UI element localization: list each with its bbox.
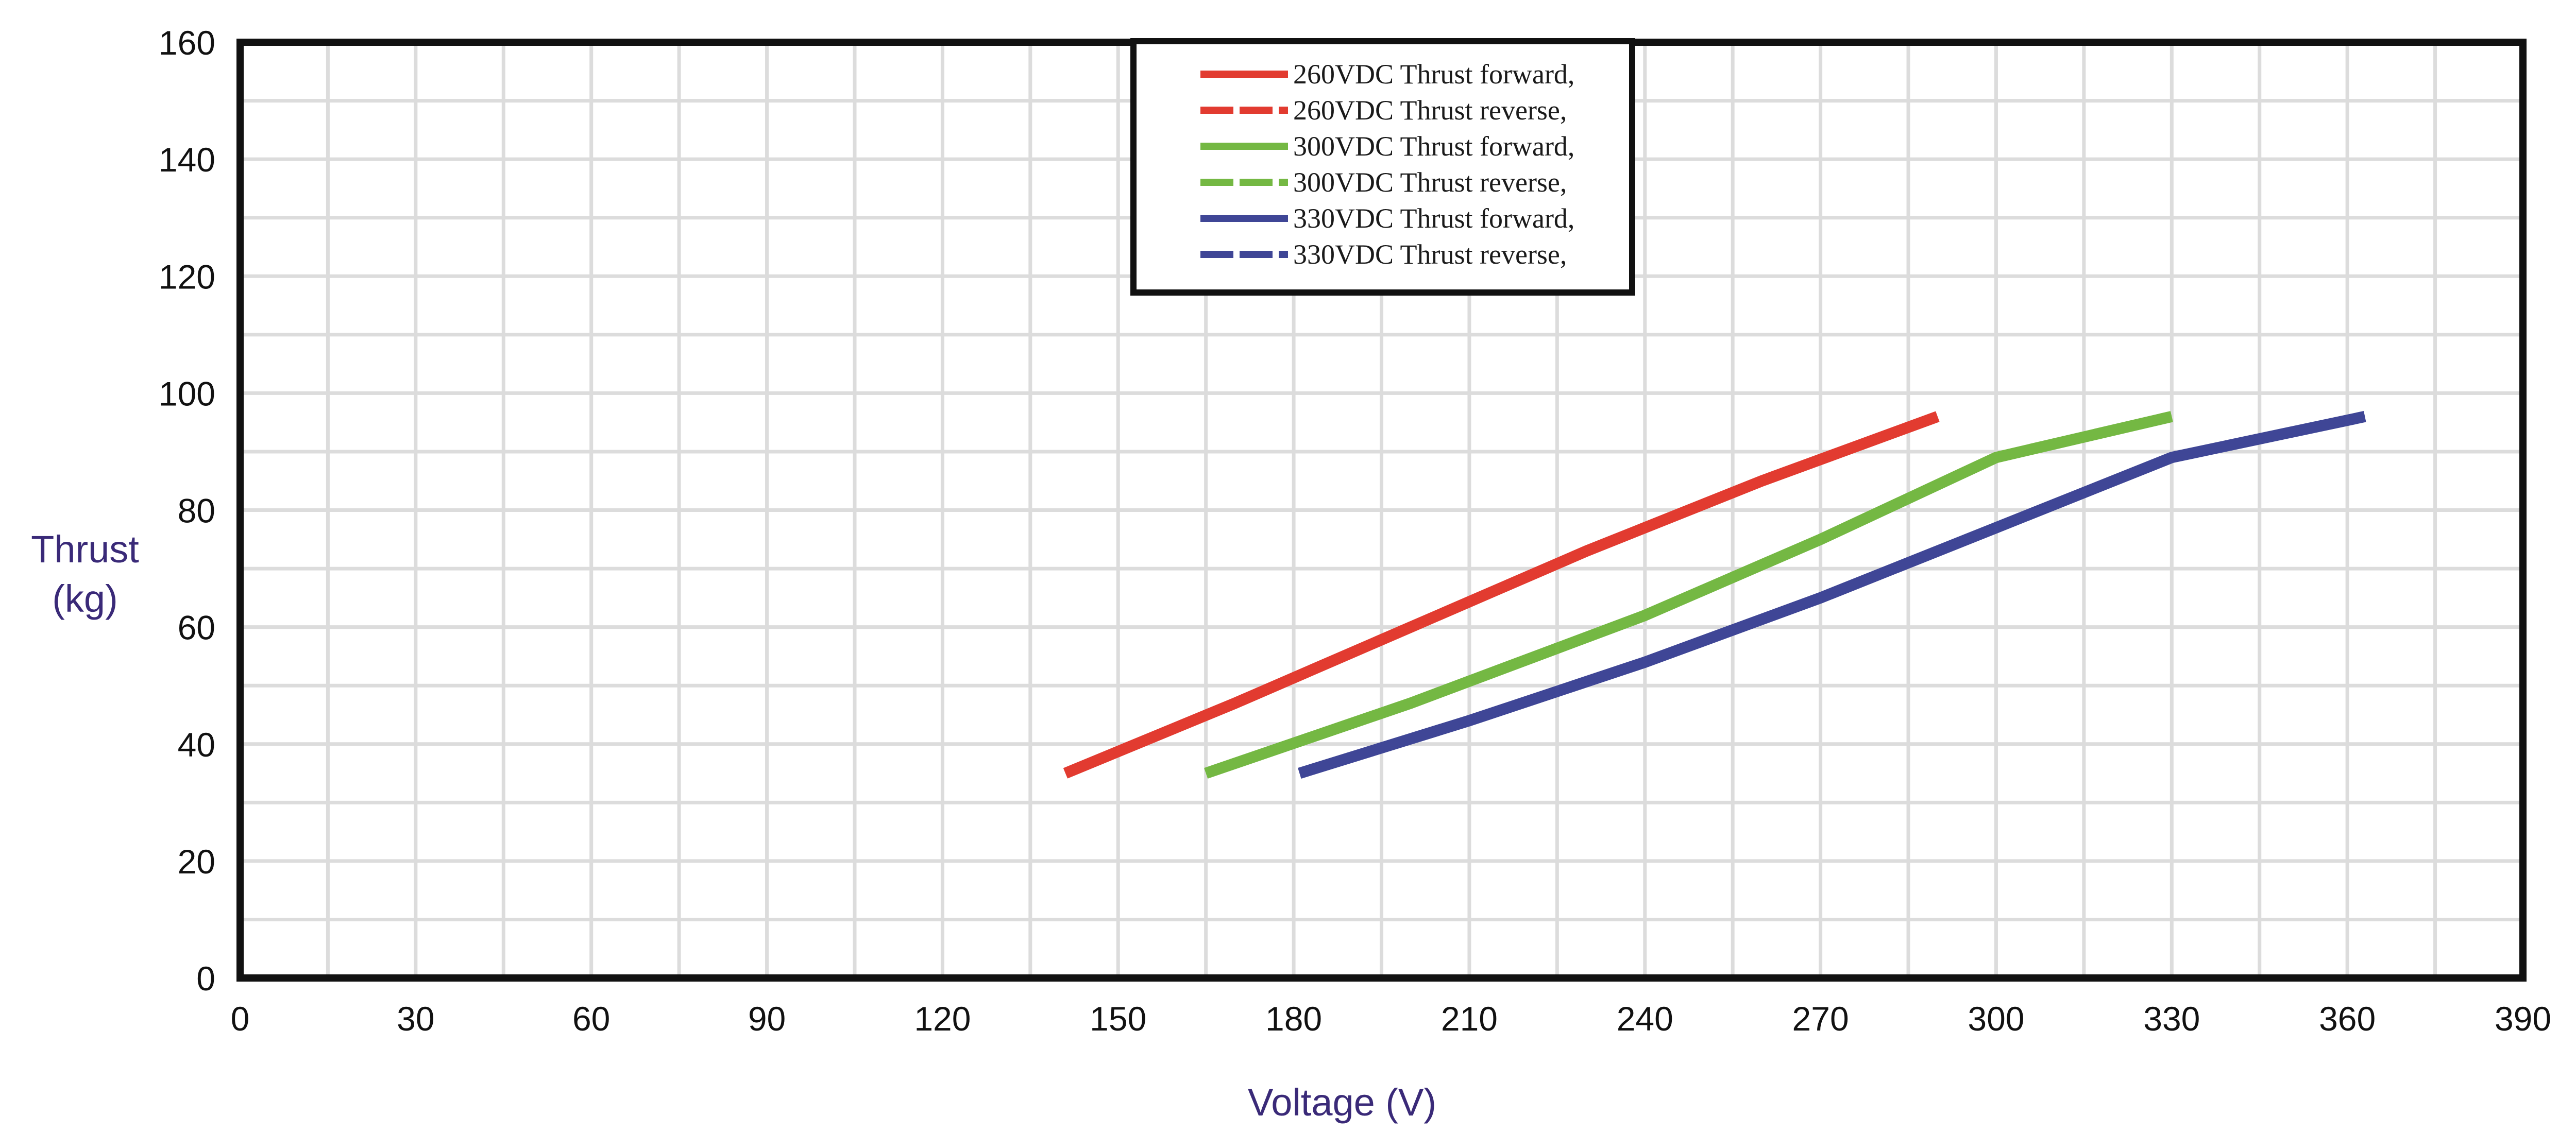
y-tick-label: 40	[178, 726, 215, 764]
x-axis-title: Voltage (V)	[1248, 1081, 1436, 1124]
y-tick-label: 80	[178, 492, 215, 530]
legend-box	[1130, 38, 1635, 296]
y-tick-label: 100	[159, 374, 215, 413]
x-tick-label: 330	[2143, 1000, 2200, 1038]
x-tick-label: 240	[1617, 1000, 1673, 1038]
x-tick-label: 390	[2495, 1000, 2551, 1038]
x-tick-label: 300	[1968, 1000, 2024, 1038]
series-line-5	[1298, 411, 2366, 778]
x-tick-label: 180	[1265, 1000, 1322, 1038]
y-tick-label: 20	[178, 843, 215, 881]
legend-label-1: 260VDC Thrust reverse,	[1293, 95, 1567, 126]
legend-label-0: 260VDC Thrust forward,	[1293, 59, 1574, 90]
legend-label-3: 300VDC Thrust reverse,	[1293, 167, 1567, 198]
x-tick-label: 270	[1792, 1000, 1849, 1038]
series-line-3	[1204, 412, 2173, 778]
y-tick-label: 160	[159, 24, 215, 62]
x-tick-label: 0	[231, 1000, 250, 1038]
legend-label-5: 330VDC Thrust reverse,	[1293, 239, 1567, 270]
legend: 260VDC Thrust forward, 260VDC Thrust reve…	[1130, 38, 1635, 296]
legend-label-2: 300VDC Thrust forward,	[1293, 131, 1574, 162]
x-tick-label: 150	[1090, 1000, 1146, 1038]
x-tick-label: 30	[397, 1000, 434, 1038]
x-tick-label: 60	[572, 1000, 610, 1038]
x-tick-label: 210	[1441, 1000, 1498, 1038]
y-tick-label: 0	[196, 959, 215, 998]
y-axis-title-line-2: (kg)	[52, 577, 117, 620]
x-tick-label: 360	[2319, 1000, 2376, 1038]
y-tick-label: 140	[159, 141, 215, 179]
legend-label-4: 330VDC Thrust forward,	[1293, 203, 1574, 234]
tick-labels: 0 30 60 90 120 150 180 210 240 270 300 330 360 390 0 20…	[159, 24, 2551, 1038]
x-tick-label: 120	[914, 1000, 971, 1038]
y-tick-label: 60	[178, 609, 215, 647]
series-lines	[1063, 411, 2366, 779]
y-axis-title-line-1: Thrust	[31, 528, 139, 571]
y-tick-label: 120	[159, 258, 215, 296]
series-line-1	[1063, 412, 1939, 778]
x-tick-label: 90	[748, 1000, 786, 1038]
grid	[240, 42, 2523, 978]
